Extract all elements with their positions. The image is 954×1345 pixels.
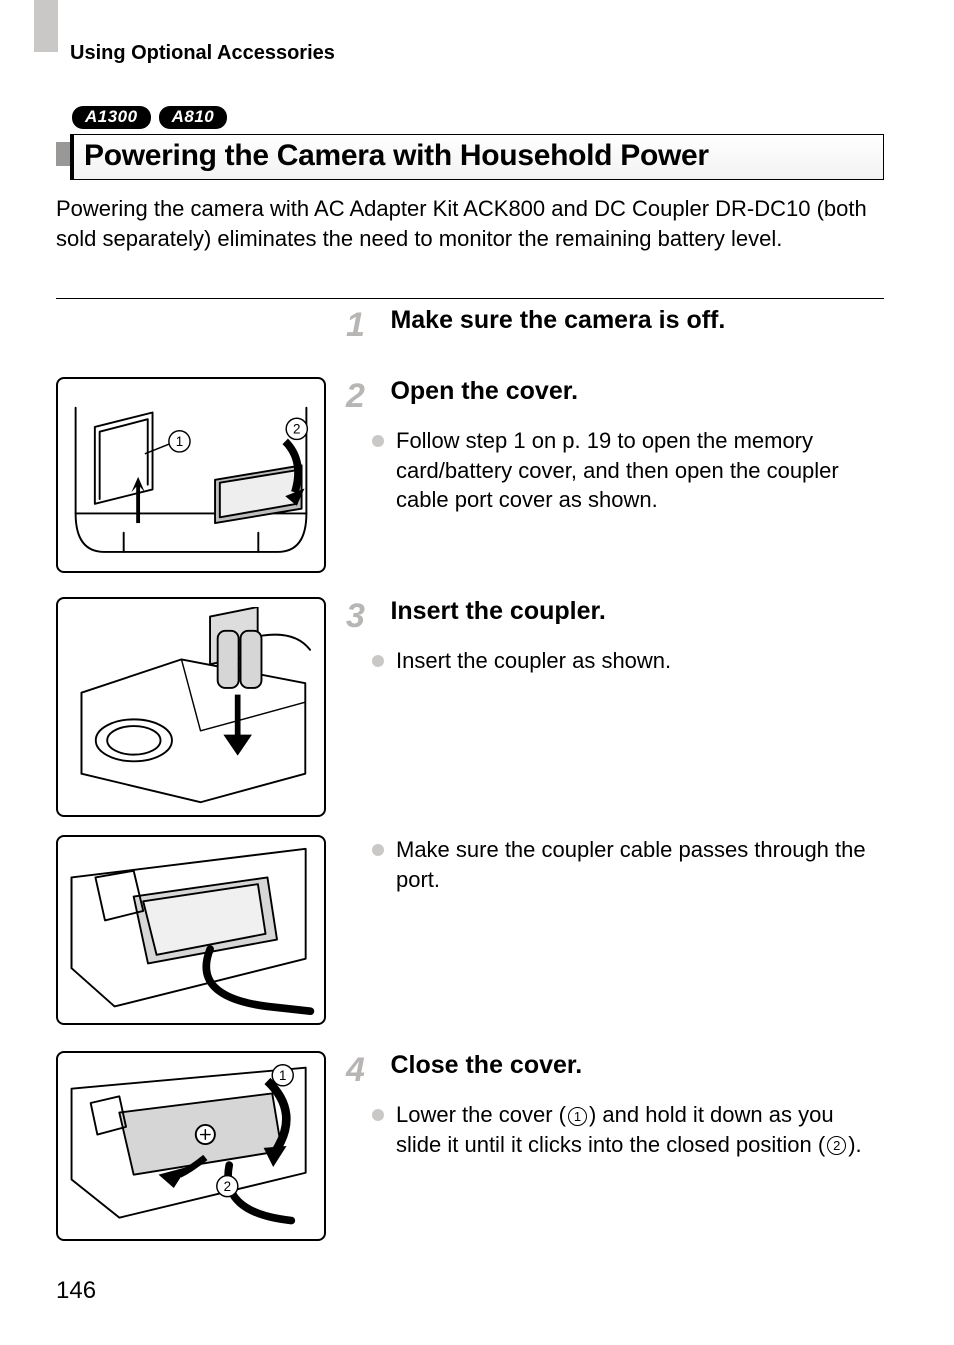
step-bullet: Make sure the coupler cable passes throu… — [372, 835, 884, 894]
figure-cable-through-port — [56, 835, 326, 1025]
model-badge: A810 — [159, 106, 228, 129]
step: Make sure the coupler cable passes throu… — [56, 835, 884, 1025]
step-number: 3 — [346, 597, 380, 636]
bullet-text: Follow step 1 on p. 19 to open the memor… — [396, 426, 884, 515]
figure-insert-coupler — [56, 597, 326, 817]
step-number: 4 — [346, 1051, 380, 1090]
circled-number-icon: 1 — [568, 1107, 587, 1126]
bullet-text: Make sure the coupler cable passes throu… — [396, 835, 884, 894]
svg-text:2: 2 — [224, 1179, 231, 1194]
step-bullet: Lower the cover (1) and hold it down as … — [372, 1100, 884, 1159]
step-number: 2 — [346, 377, 380, 416]
step-bullet: Insert the coupler as shown. — [372, 646, 884, 676]
section-title-box: Powering the Camera with Household Power — [70, 134, 884, 180]
bookmark-icon — [56, 142, 70, 166]
manual-page: Using Optional Accessories A1300 A810 Po… — [0, 0, 954, 1345]
figure-open-cover: 1 2 — [56, 377, 326, 573]
page-tab-mark — [34, 0, 58, 52]
svg-text:1: 1 — [279, 1068, 286, 1083]
step-title: Open the cover. — [390, 377, 578, 405]
model-badge: A1300 — [72, 106, 151, 129]
svg-text:1: 1 — [176, 434, 183, 449]
breadcrumb: Using Optional Accessories — [70, 42, 335, 65]
bullet-text: Insert the coupler as shown. — [396, 646, 884, 676]
step-bullet: Follow step 1 on p. 19 to open the memor… — [372, 426, 884, 515]
svg-text:2: 2 — [293, 422, 300, 437]
text-fragment: ). — [848, 1132, 861, 1157]
step-number: 1 — [346, 306, 380, 345]
step-title: Make sure the camera is off. — [390, 306, 725, 334]
step: 1 2 4 Close the cover. — [56, 1051, 884, 1241]
step: 3 Insert the coupler. Insert the coupler… — [56, 597, 884, 817]
steps-list: 1 Make sure the camera is off. — [56, 306, 884, 1251]
bullet-icon — [372, 655, 384, 667]
section-title: Powering the Camera with Household Power — [84, 139, 873, 173]
step: 1 2 2 Open the cover. Follow step 1 on p… — [56, 377, 884, 573]
section-intro: Powering the camera with AC Adapter Kit … — [56, 194, 884, 253]
figure-close-cover: 1 2 — [56, 1051, 326, 1241]
page-number: 146 — [56, 1277, 96, 1305]
section-heading: Powering the Camera with Household Power — [56, 134, 884, 180]
bullet-icon — [372, 435, 384, 447]
step-title: Insert the coupler. — [390, 597, 605, 625]
bullet-icon — [372, 844, 384, 856]
step: 1 Make sure the camera is off. — [56, 306, 884, 355]
model-badges: A1300 A810 — [72, 106, 227, 129]
bullet-icon — [372, 1109, 384, 1121]
divider — [56, 298, 884, 299]
text-fragment: Lower the cover ( — [396, 1102, 566, 1127]
circled-number-icon: 2 — [827, 1136, 846, 1155]
step-title: Close the cover. — [390, 1051, 582, 1079]
bullet-text: Lower the cover (1) and hold it down as … — [396, 1100, 884, 1159]
